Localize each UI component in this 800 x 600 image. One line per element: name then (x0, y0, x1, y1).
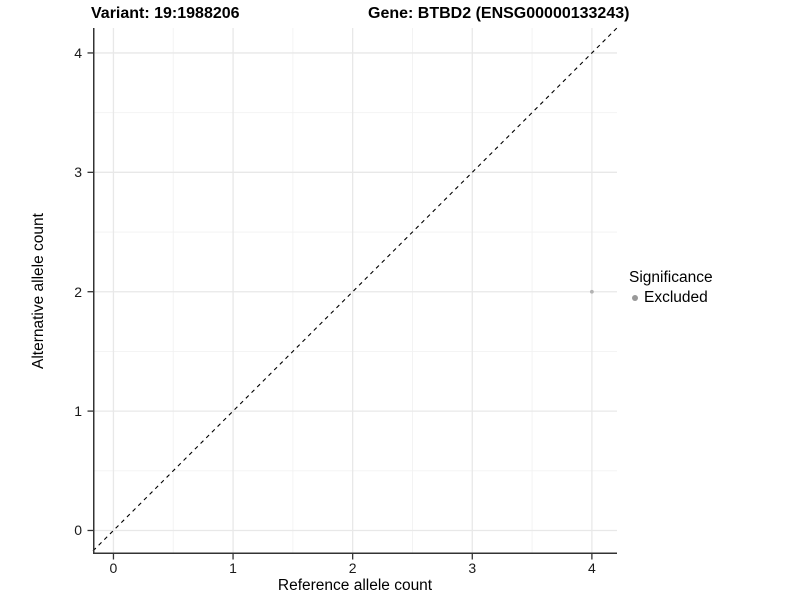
y-axis-title: Alternative allele count (30, 213, 47, 369)
y-tick-label: 2 (74, 283, 82, 300)
y-tick-label: 4 (74, 44, 82, 61)
x-axis-title: Reference allele count (277, 577, 433, 594)
y-tick-label: 0 (74, 522, 82, 539)
legend: Significance Excluded (629, 269, 794, 307)
x-tick-label: 4 (587, 560, 596, 576)
plot-panel (87, 27, 618, 560)
y-tick-label: 1 (74, 403, 82, 420)
identity-reference-line (92, 27, 618, 552)
legend-title: Significance (629, 269, 713, 286)
x-tick-label: 0 (109, 560, 118, 576)
legend-item-excluded: Excluded (629, 289, 794, 307)
x-tick-label: 2 (348, 560, 357, 576)
variant-title: Variant: 19:1988206 (91, 5, 240, 22)
x-tick-label: 1 (229, 560, 237, 576)
legend-item-label: Excluded (644, 289, 708, 306)
x-tick-label: 3 (468, 560, 477, 576)
data-point (589, 289, 594, 294)
excluded-point-icon (632, 295, 638, 301)
gene-title: Gene: BTBD2 (ENSG00000133243) (368, 5, 630, 22)
plot-area-canvas (87, 27, 618, 560)
y-tick-label: 3 (74, 164, 82, 181)
